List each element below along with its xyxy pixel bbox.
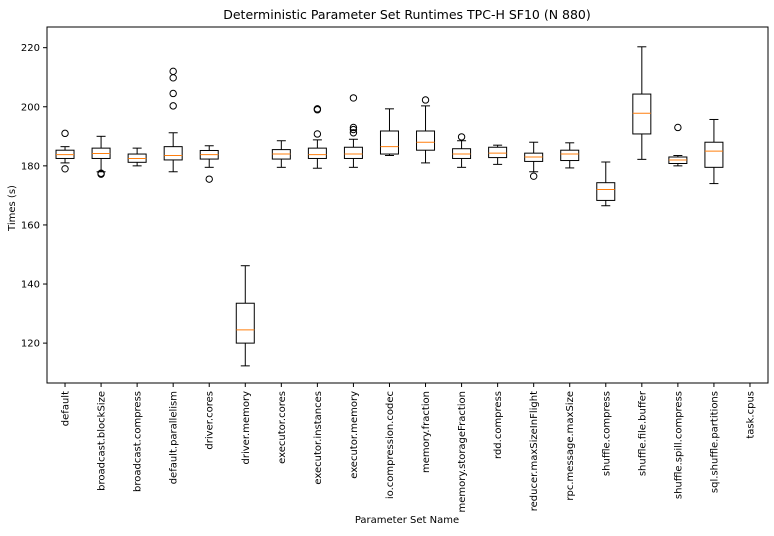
y-tick-label: 220	[21, 43, 40, 54]
outlier-point	[529, 172, 538, 180]
outlier-point	[313, 105, 322, 113]
x-axis-label: Parameter Set Name	[355, 515, 459, 526]
x-tick-label: reducer.maxSizeInFlight	[529, 391, 540, 511]
x-tick-label: shuffle.spill.compress	[673, 391, 684, 499]
x-tick-label: executor.memory	[349, 391, 360, 479]
y-tick-label: 140	[21, 280, 40, 291]
x-tick-label: task.cpus	[745, 391, 756, 439]
x-tick-label: default	[61, 391, 72, 426]
x-tick-label: shuffle.compress	[601, 391, 612, 476]
box-iqr	[560, 149, 580, 162]
box-iqr	[343, 146, 363, 159]
plot-area: 120 140 160 180 200 220 default broadcast.block…	[21, 43, 757, 512]
plot-frame	[46, 26, 769, 384]
outlier-point	[674, 123, 682, 132]
outlier-point	[169, 67, 177, 76]
outlier-point	[349, 123, 358, 132]
x-tick-label: executor.cores	[277, 391, 288, 464]
x-tick-label: driver.cores	[205, 391, 216, 450]
chart-title: Deterministic Parameter Set Runtimes TPC…	[223, 7, 591, 22]
outlier-point	[61, 129, 69, 138]
outlier-point	[169, 102, 177, 110]
x-tick-label: broadcast.blockSize	[97, 391, 108, 491]
x-tick-label: rdd.compress	[493, 391, 504, 459]
outlier-point	[61, 165, 69, 173]
x-tick-label: driver.memory	[241, 391, 252, 465]
box-iqr	[704, 141, 724, 168]
x-tick-label: shuffle.file.buffer	[637, 390, 648, 476]
x-tick-label: memory.storageFraction	[457, 391, 468, 512]
x-tick-label: io.compression.codec	[385, 391, 396, 499]
x-tick-label: sql.shuffle.partitions	[709, 391, 720, 493]
x-tick-label: memory.fraction	[421, 391, 432, 473]
outlier-point	[169, 89, 177, 98]
outlier-point	[97, 170, 105, 178]
box-iqr	[632, 93, 652, 135]
y-tick-label: 120	[21, 339, 40, 350]
box-iqr	[307, 147, 327, 159]
y-tick-label: 180	[21, 161, 40, 172]
y-tick-label: 200	[21, 102, 40, 113]
outlier-point	[421, 96, 430, 104]
outlier-point	[349, 129, 358, 137]
outlier-point	[349, 94, 358, 102]
x-tick-label: rpc.message.maxSize	[565, 391, 576, 501]
outlier-point	[205, 175, 213, 183]
outlier-point	[313, 130, 322, 138]
outlier-point	[349, 125, 358, 134]
x-tick-label: default.parallelism	[169, 391, 180, 484]
box-iqr	[416, 130, 436, 151]
box-iqr	[163, 146, 183, 161]
x-tick-label: broadcast.compress	[133, 391, 144, 492]
box-iqr	[235, 302, 255, 344]
box-iqr	[596, 182, 616, 201]
box-iqr	[379, 130, 399, 155]
y-axis-label: Times (s)	[7, 185, 18, 232]
outlier-point	[457, 133, 466, 141]
x-tick-label: executor.instances	[313, 391, 324, 485]
box-iqr	[488, 146, 508, 159]
y-tick-label: 160	[21, 220, 40, 231]
